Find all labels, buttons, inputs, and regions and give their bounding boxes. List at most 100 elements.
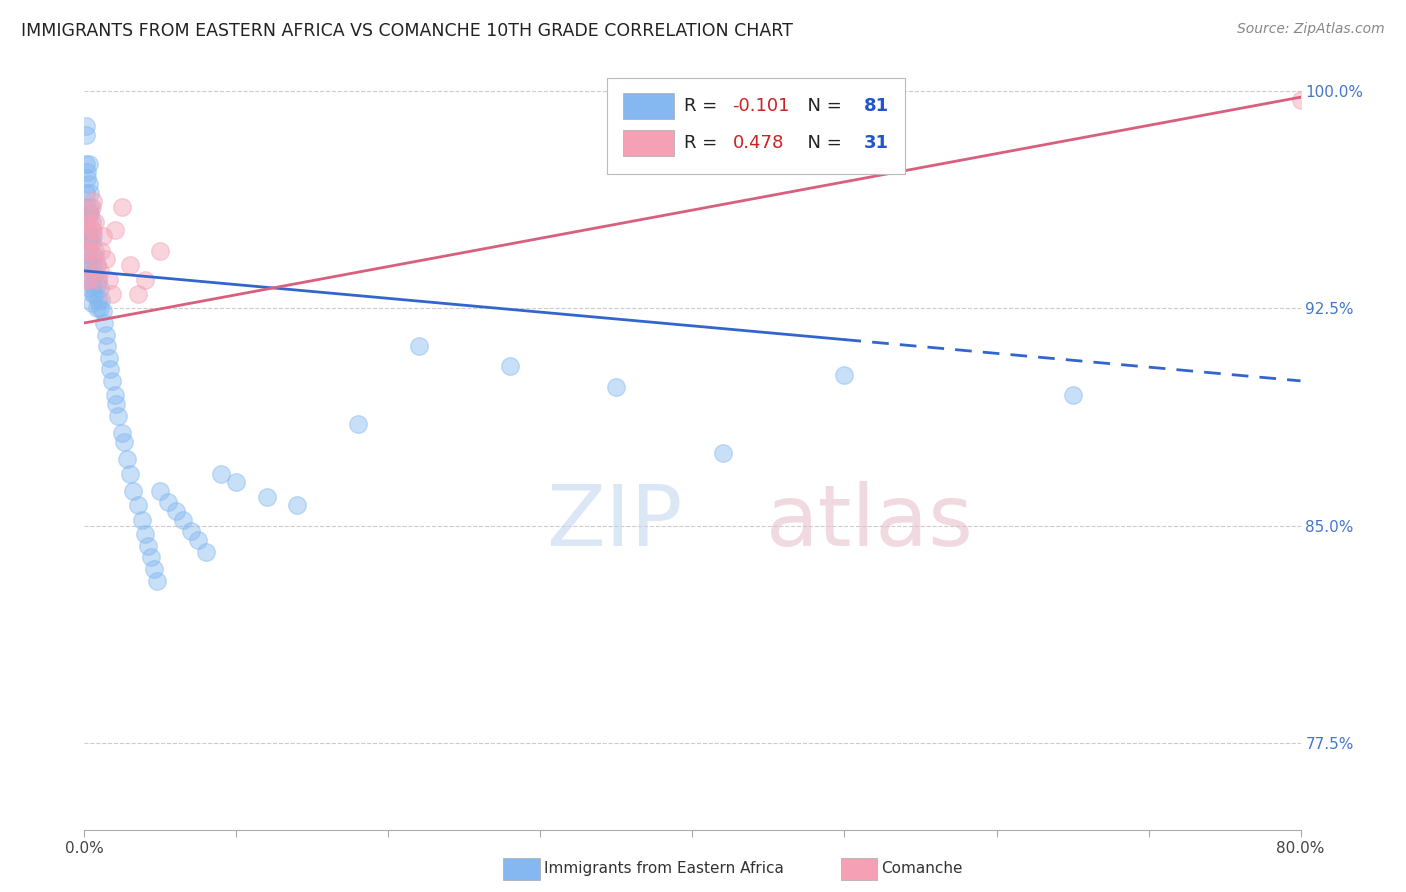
Point (225, 475, 247, 490)
Point (77, 272, 100, 286)
Point (134, 527, 156, 541)
Point (94, 252, 117, 267)
Point (256, 490, 278, 504)
Point (347, 417, 370, 432)
FancyBboxPatch shape (607, 78, 905, 174)
Point (165, 504, 187, 518)
Point (84, 244, 107, 258)
Point (136, 539, 159, 553)
Point (80, 200, 103, 214)
Point (82, 267, 104, 281)
Point (180, 524, 202, 539)
Point (100, 287, 122, 301)
Point (82, 194, 104, 209)
Point (499, 359, 522, 374)
Point (141, 550, 163, 565)
Point (146, 574, 169, 588)
Point (104, 223, 127, 237)
Text: 0.478: 0.478 (733, 134, 785, 152)
FancyBboxPatch shape (623, 93, 675, 120)
Point (143, 562, 166, 576)
Point (79, 200, 101, 214)
Point (75, 119, 97, 133)
Point (77, 177, 100, 191)
Point (90, 293, 112, 307)
Point (82, 287, 104, 301)
Point (80, 278, 103, 293)
Point (87, 272, 110, 286)
Point (75, 214, 97, 228)
Point (80, 223, 103, 237)
Point (97, 351, 120, 365)
Point (118, 467, 141, 481)
Text: -0.101: -0.101 (733, 97, 790, 115)
Text: Comanche: Comanche (882, 862, 963, 876)
Point (76, 244, 98, 258)
Point (75, 229, 97, 244)
Point (111, 425, 134, 440)
Point (87, 272, 110, 286)
Point (84, 287, 107, 301)
Point (80, 258, 103, 272)
Point (82, 229, 104, 244)
Point (76, 223, 98, 237)
Point (127, 287, 149, 301)
Point (84, 249, 107, 263)
Point (134, 272, 156, 286)
Point (84, 267, 107, 281)
Point (75, 258, 97, 272)
Point (97, 272, 120, 286)
Point (82, 249, 104, 263)
Text: N =: N = (796, 134, 848, 152)
Point (79, 229, 101, 244)
Point (107, 409, 129, 423)
Text: R =: R = (683, 134, 723, 152)
Point (93, 316, 115, 330)
Point (209, 467, 232, 481)
Point (94, 327, 117, 342)
Point (80, 235, 103, 249)
Point (172, 513, 194, 527)
Point (1289, 93, 1312, 107)
Point (76, 272, 98, 286)
Point (605, 379, 627, 393)
Point (84, 214, 107, 228)
Text: atlas: atlas (765, 481, 973, 565)
Text: Immigrants from Eastern Africa: Immigrants from Eastern Africa (544, 862, 785, 876)
Text: Source: ZipAtlas.com: Source: ZipAtlas.com (1237, 22, 1385, 37)
Point (96, 339, 118, 353)
Point (86, 301, 108, 316)
FancyBboxPatch shape (623, 130, 675, 156)
Point (285, 499, 308, 513)
Point (91, 304, 114, 318)
Point (76, 246, 98, 260)
Point (408, 339, 430, 353)
Point (86, 258, 108, 272)
Text: 31: 31 (863, 134, 889, 152)
Point (76, 200, 98, 214)
Point (98, 362, 121, 376)
Text: N =: N = (796, 97, 848, 115)
Point (77, 214, 100, 228)
Point (77, 258, 100, 272)
Point (75, 128, 97, 142)
Point (112, 434, 135, 449)
Text: ZIP: ZIP (547, 481, 683, 565)
Point (89, 301, 111, 316)
Point (77, 206, 100, 220)
Point (79, 235, 101, 249)
Point (82, 223, 104, 237)
Point (75, 186, 97, 200)
Point (89, 264, 111, 278)
Point (86, 258, 108, 272)
Point (149, 244, 172, 258)
Point (100, 374, 122, 388)
Point (1062, 388, 1084, 402)
Text: IMMIGRANTS FROM EASTERN AFRICA VS COMANCHE 10TH GRADE CORRELATION CHART: IMMIGRANTS FROM EASTERN AFRICA VS COMANC… (21, 22, 793, 40)
Text: 81: 81 (863, 97, 889, 115)
Point (77, 157, 100, 171)
Point (194, 544, 218, 558)
Point (80, 295, 103, 310)
Point (111, 200, 134, 214)
Point (79, 206, 101, 220)
